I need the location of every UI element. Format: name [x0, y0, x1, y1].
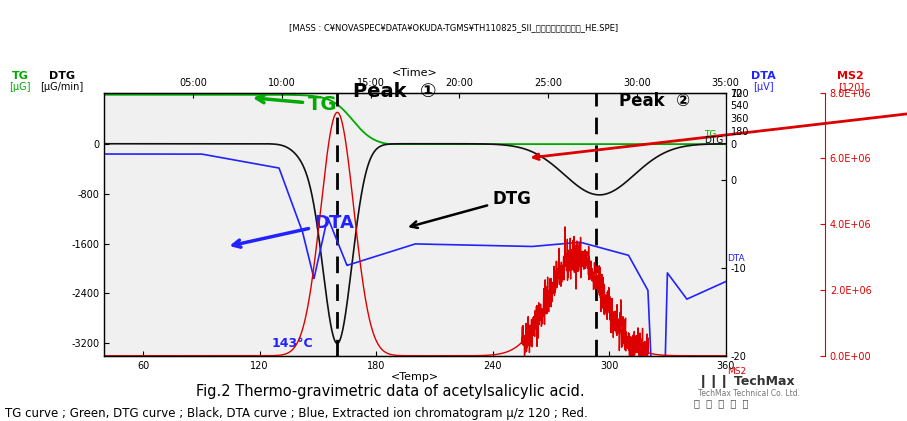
Text: [μG/min]: [μG/min] — [40, 82, 83, 92]
Text: DTA: DTA — [727, 254, 746, 263]
Text: DTA: DTA — [233, 214, 354, 247]
Text: DTG: DTG — [704, 136, 724, 144]
Text: TG: TG — [704, 130, 717, 139]
Text: Fig.2 Thermo-gravimetric data of acetylsalicylic acid.: Fig.2 Thermo-gravimetric data of acetyls… — [196, 384, 584, 399]
Text: TG curve ; Green, DTG curve ; Black, DTA curve ; Blue, Extracted ion chromatogra: TG curve ; Green, DTG curve ; Black, DTA… — [5, 407, 588, 420]
Text: 科  邁  斯  集  團: 科 邁 斯 集 團 — [694, 398, 748, 408]
Text: [120]: [120] — [838, 82, 863, 92]
Text: TechMax Technical Co. Ltd.: TechMax Technical Co. Ltd. — [698, 389, 800, 398]
Text: ❙❙❙ TechMax: ❙❙❙ TechMax — [698, 375, 795, 388]
Text: [μG]: [μG] — [9, 82, 31, 92]
Text: DTG: DTG — [411, 189, 532, 228]
Text: MS2: MS2 — [727, 367, 746, 376]
Text: MS2: MS2 — [837, 71, 864, 81]
Text: [MASS : C¥NOVASPEC¥DATA¥OKUDA-TGMS¥TH110825_SII_アセチルサリチル酸_HE.SPE]: [MASS : C¥NOVASPEC¥DATA¥OKUDA-TGMS¥TH110… — [289, 23, 618, 32]
X-axis label: <Temp>: <Temp> — [391, 372, 439, 382]
Text: DTA: DTA — [751, 71, 776, 81]
Text: Peak  ②: Peak ② — [619, 92, 690, 110]
Text: TG: TG — [12, 71, 28, 81]
Text: [μV]: [μV] — [754, 82, 774, 92]
Text: 143°C: 143°C — [271, 337, 313, 350]
Text: Peak  ①: Peak ① — [353, 82, 436, 101]
Text: DTG: DTG — [49, 71, 74, 81]
Text: TG: TG — [257, 95, 337, 114]
X-axis label: <Time>: <Time> — [392, 68, 438, 78]
